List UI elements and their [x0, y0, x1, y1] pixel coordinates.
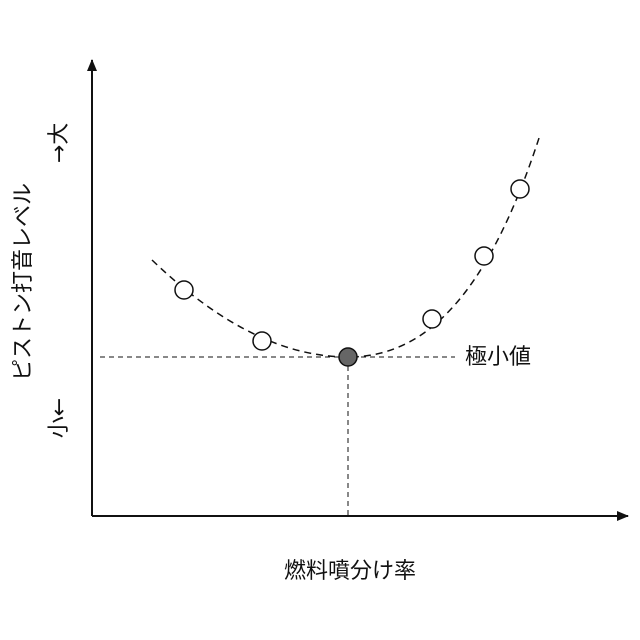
min-point [339, 348, 357, 366]
y-axis-label: ピストン打音レベル [11, 183, 36, 381]
point [475, 247, 493, 265]
x-axis-label: 燃料噴分け率 [284, 559, 416, 584]
point [253, 332, 271, 350]
curve [152, 135, 540, 357]
y-low-label: 小← [47, 398, 72, 438]
point [511, 180, 529, 198]
annotation: 極小値 [465, 345, 531, 370]
y-high-label: →大 [47, 123, 72, 163]
point [175, 281, 193, 299]
point [423, 310, 441, 328]
diagram: 極小値 燃料噴分け率 ピストン打音レベル 小← →大 [0, 0, 640, 640]
points [175, 180, 529, 350]
